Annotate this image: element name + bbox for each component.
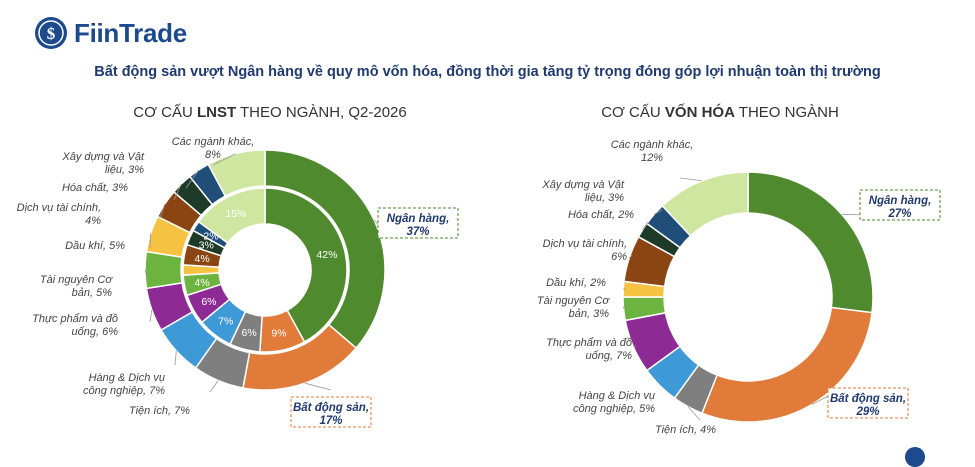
lnst-inner-value-label: 15% xyxy=(225,208,246,220)
vonhoa-slice-0 xyxy=(748,172,873,313)
vonhoa-label: Dịch vụ tài chính,6% xyxy=(543,238,628,263)
lnst-outer-label: Dịch vụ tài chính,4% xyxy=(17,202,102,227)
lnst-outer-slice-5 xyxy=(145,252,182,289)
lnst-inner-value-label: 4% xyxy=(195,253,210,265)
lnst-inner-value-label: 6% xyxy=(241,327,256,339)
lnst-inner-value-label: 7% xyxy=(218,316,233,328)
lnst-leader-line xyxy=(210,381,218,392)
lnst-outer-label: Dầu khí, 5% xyxy=(65,240,125,252)
lnst-outer-label: Hóa chất, 3% xyxy=(62,182,128,194)
vonhoa-label: Các ngành khác,12% xyxy=(611,139,694,164)
lnst-inner-value-label: 6% xyxy=(201,296,216,308)
lnst-leader-line xyxy=(175,351,176,365)
lnst-outer-label: Tiện ích, 7% xyxy=(129,405,190,417)
vonhoa-leader-line xyxy=(680,178,702,181)
lnst-leader-line xyxy=(305,383,331,390)
vonhoa-label: Tiện ích, 4% xyxy=(655,424,716,436)
lnst-inner-value-label: 4% xyxy=(195,277,210,289)
lnst-inner-value-label: 9% xyxy=(271,327,286,339)
lnst-inner-value-label: 42% xyxy=(316,249,337,261)
lnst-inner-value-label: 2% xyxy=(203,231,218,243)
vonhoa-label: Dầu khí, 2% xyxy=(546,277,606,289)
vonhoa-label: Hóa chất, 2% xyxy=(568,209,634,221)
footer-logo-icon xyxy=(905,447,925,467)
lnst-leader-line xyxy=(150,310,152,322)
